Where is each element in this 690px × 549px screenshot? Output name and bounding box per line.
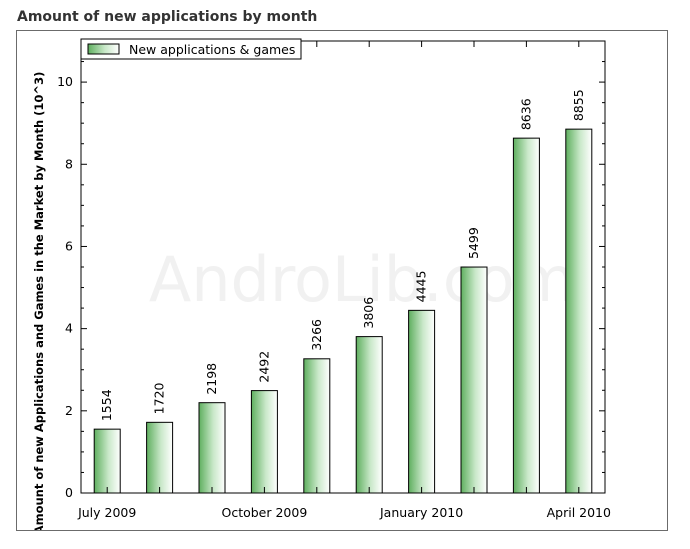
bar (512, 137, 540, 494)
bar-data-label: 8855 (571, 89, 586, 121)
bar-data-label: 8636 (518, 98, 533, 130)
legend-label: New applications & games (129, 42, 295, 57)
plot-area: 0 2 4 6 8 10 1554 1720 2198 2492 3266 3806 4445 5499 8… (57, 40, 611, 520)
y-tick-label: 0 (65, 485, 73, 500)
legend-swatch (87, 43, 120, 55)
bar-data-label: 2198 (204, 363, 219, 395)
legend-box (80, 38, 302, 60)
watermark: AndroLib.com (149, 243, 575, 316)
x-tick-label: January 2010 (379, 505, 463, 520)
bar-data-label: 4445 (414, 271, 429, 303)
legend: New applications & games (80, 38, 302, 60)
bar-data-label: 1720 (152, 382, 167, 414)
x-tick-label: April 2010 (547, 505, 611, 520)
chart-frame: AndroLib.com 0 2 4 6 8 10 1554 1720 2198 2492 3266… (16, 30, 668, 531)
y-axis-label: Amount of new Applications and Games in … (32, 72, 46, 530)
x-tick-label: October 2009 (221, 505, 307, 520)
bar-data-label: 1554 (99, 389, 114, 421)
bar-data-label: 3806 (361, 297, 376, 329)
bar-data-label: 3266 (309, 319, 324, 351)
bar (355, 336, 383, 494)
bar (93, 428, 121, 494)
bar (565, 128, 593, 494)
page-title: Amount of new applications by month (17, 9, 318, 25)
bar-data-label: 2492 (256, 351, 271, 383)
bar (408, 309, 436, 494)
y-tick-label: 4 (65, 321, 73, 336)
bar-data-label: 5499 (466, 227, 481, 259)
y-tick-label: 2 (65, 403, 73, 418)
y-tick-label: 8 (65, 156, 73, 171)
bar (303, 358, 331, 494)
bar (250, 390, 278, 494)
x-tick-label: July 2009 (77, 505, 136, 520)
y-tick-label: 10 (57, 74, 73, 89)
bar (146, 421, 174, 494)
bar (460, 266, 488, 494)
y-tick-label: 6 (65, 238, 73, 253)
bar-chart: AndroLib.com 0 2 4 6 8 10 1554 1720 2198 2492 3266… (32, 38, 611, 530)
bar (198, 402, 226, 494)
